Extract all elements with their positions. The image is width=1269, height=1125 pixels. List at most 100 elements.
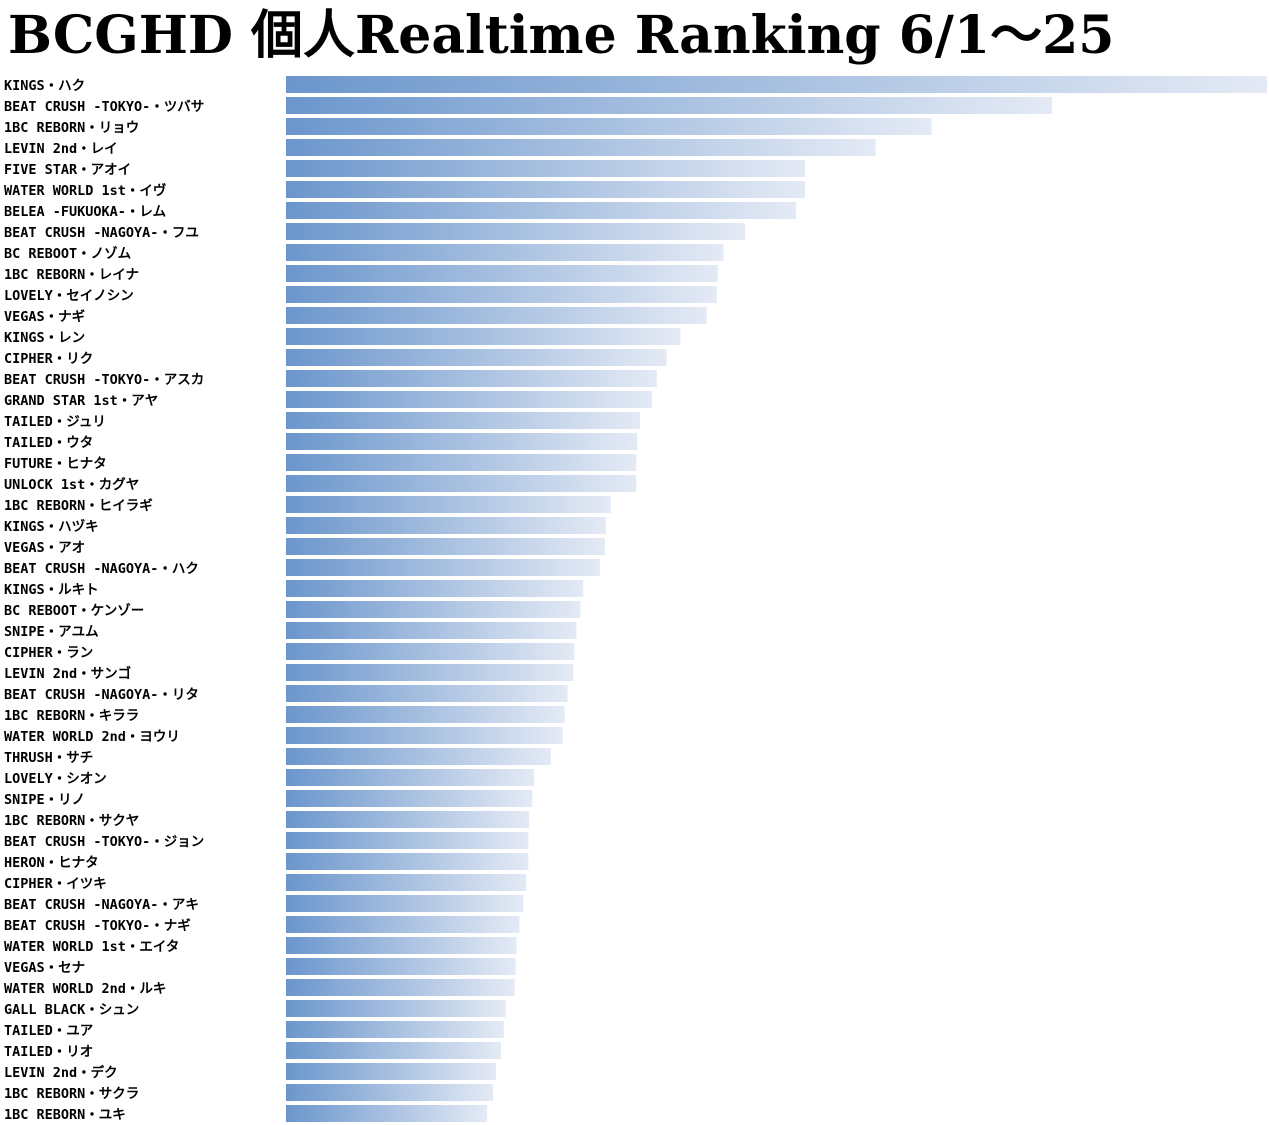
category-label: VEGAS・ナギ — [4, 309, 86, 325]
category-label: WATER WORLD 2nd・ルキ — [4, 981, 166, 997]
bar — [286, 895, 524, 912]
bar — [286, 979, 515, 996]
category-label: SNIPE・リノ — [4, 792, 85, 808]
category-label: TAILED・ジュリ — [4, 414, 106, 430]
bar — [286, 685, 568, 702]
bar — [286, 706, 565, 723]
category-label: CIPHER・リク — [4, 351, 93, 367]
category-label: VEGAS・セナ — [4, 960, 85, 976]
bar — [286, 643, 575, 660]
bar — [286, 307, 707, 324]
category-label: THRUSH・サチ — [4, 750, 93, 766]
bar — [286, 349, 667, 366]
bar — [286, 538, 605, 555]
bar — [286, 1000, 506, 1017]
bar — [286, 811, 530, 828]
bar — [286, 76, 1267, 93]
category-label: WATER WORLD 2nd・ヨウリ — [4, 729, 180, 745]
bar — [286, 1021, 504, 1038]
category-label: BEAT CRUSH -TOKYO-・ジョン — [4, 834, 204, 850]
category-label: BEAT CRUSH -TOKYO-・ツバサ — [4, 99, 204, 115]
bar — [286, 832, 529, 849]
category-label: CIPHER・ラン — [4, 645, 93, 661]
bar — [286, 454, 637, 471]
bar — [286, 937, 517, 954]
category-label: SNIPE・アユム — [4, 624, 99, 640]
bar — [286, 1063, 496, 1080]
bar — [286, 496, 611, 513]
category-label: BEAT CRUSH -TOKYO-・アスカ — [4, 372, 204, 388]
category-label: BELEA -FUKUOKA-・レム — [4, 204, 166, 220]
bar — [286, 958, 516, 975]
category-label: 1BC REBORN・サクラ — [4, 1086, 139, 1102]
bar — [286, 580, 584, 597]
bar — [286, 874, 527, 891]
bar — [286, 97, 1053, 114]
bar — [286, 853, 529, 870]
bar — [286, 1084, 493, 1101]
bar — [286, 664, 574, 681]
chart-title: BCGHD 個人Realtime Ranking 6/1～25 — [8, 5, 1115, 66]
category-label: GRAND STAR 1st・アヤ — [4, 393, 158, 409]
bar — [286, 1105, 488, 1122]
bar — [286, 118, 932, 135]
category-label: 1BC REBORN・レイナ — [4, 267, 139, 283]
bars — [286, 76, 1267, 1122]
bar — [286, 412, 641, 429]
category-label: TAILED・ユア — [4, 1023, 93, 1039]
category-label: BEAT CRUSH -NAGOYA-・ハク — [4, 561, 199, 577]
bar — [286, 433, 638, 450]
category-label: WATER WORLD 1st・エイタ — [4, 939, 179, 955]
bar — [286, 790, 533, 807]
bar — [286, 916, 520, 933]
bar — [286, 223, 746, 240]
bar — [286, 601, 581, 618]
bar — [286, 370, 657, 387]
bar — [286, 475, 637, 492]
category-label: KINGS・ハク — [4, 78, 85, 94]
bar — [286, 286, 717, 303]
category-label: BEAT CRUSH -NAGOYA-・フユ — [4, 225, 199, 241]
bar — [286, 748, 551, 765]
category-label: LEVIN 2nd・レイ — [4, 141, 118, 157]
category-label: LOVELY・セイノシン — [4, 288, 134, 304]
category-label: 1BC REBORN・ヒイラギ — [4, 498, 153, 514]
category-label: TAILED・ウタ — [4, 435, 93, 451]
category-label: GALL BLACK・シュン — [4, 1002, 139, 1018]
category-label: BEAT CRUSH -NAGOYA-・リタ — [4, 687, 199, 703]
category-label: TAILED・リオ — [4, 1044, 93, 1060]
category-label: FIVE STAR・アオイ — [4, 162, 131, 178]
bar — [286, 622, 577, 639]
category-label: 1BC REBORN・リョウ — [4, 120, 139, 136]
category-label: UNLOCK 1st・カグヤ — [4, 476, 139, 493]
category-label: VEGAS・アオ — [4, 540, 85, 556]
category-label: BC REBOOT・ケンゾー — [4, 603, 144, 619]
category-label: KINGS・レン — [4, 330, 85, 346]
bar — [286, 202, 797, 219]
category-labels: KINGS・ハク BEAT CRUSH -TOKYO-・ツバサ 1BC REBORN… — [4, 78, 204, 1123]
bar — [286, 139, 876, 156]
category-label: WATER WORLD 1st・イヴ — [4, 182, 167, 199]
category-label: 1BC REBORN・キララ — [4, 708, 139, 724]
category-label: LEVIN 2nd・サンゴ — [4, 665, 132, 682]
bar — [286, 769, 535, 786]
bar — [286, 244, 724, 261]
category-label: KINGS・ルキト — [4, 582, 99, 598]
bar — [286, 1042, 501, 1059]
category-label: LEVIN 2nd・デク — [4, 1064, 118, 1081]
category-label: KINGS・ハヅキ — [4, 519, 99, 535]
category-label: HERON・ヒナタ — [4, 855, 99, 871]
bar — [286, 160, 805, 177]
category-label: 1BC REBORN・ユキ — [4, 1107, 126, 1123]
category-label: CIPHER・イツキ — [4, 876, 107, 892]
bar — [286, 265, 718, 282]
bar — [286, 559, 600, 576]
category-label: BC REBOOT・ノゾム — [4, 246, 131, 262]
category-label: LOVELY・シオン — [4, 771, 107, 787]
bar — [286, 328, 681, 345]
bar — [286, 391, 652, 408]
category-label: BEAT CRUSH -TOKYO-・ナギ — [4, 918, 191, 934]
bar — [286, 181, 805, 198]
category-label: FUTURE・ヒナタ — [4, 456, 107, 472]
